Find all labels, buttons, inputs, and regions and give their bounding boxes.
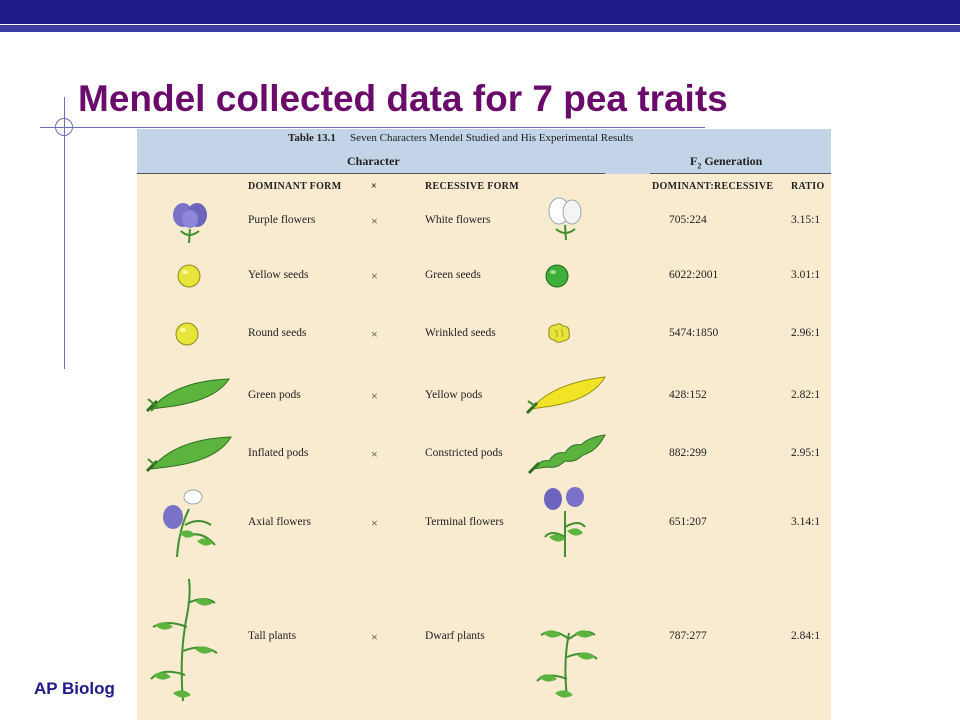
yellow-pod-icon	[525, 376, 606, 415]
cross-symbol: ×	[371, 389, 378, 403]
dominant-form: Round seeds	[248, 327, 307, 339]
recessive-form: Constricted pods	[425, 447, 503, 459]
white-flower-icon	[548, 197, 582, 241]
group-header-f2: F2 Generation	[690, 154, 763, 171]
dominant-recessive-count: 882:299	[669, 447, 707, 459]
dominant-recessive-count: 5474:1850	[669, 327, 719, 339]
table-caption: Table 13.1 Seven Characters Mendel Studi…	[137, 129, 831, 148]
constricted-pod-icon	[527, 434, 606, 475]
header-rule	[137, 173, 605, 174]
recessive-form: Wrinkled seeds	[425, 327, 496, 339]
cross-symbol: ×	[371, 214, 378, 228]
table-figure: Table 13.1 Seven Characters Mendel Studi…	[137, 129, 831, 720]
ratio-value: 2.82:1	[791, 389, 821, 401]
slide-footer: AP Biolog	[34, 679, 115, 698]
ratio-value: 3.15:1	[791, 214, 821, 226]
green-seed-icon	[545, 264, 569, 288]
dwarf-plant-icon	[536, 630, 598, 698]
ratio-value: 2.96:1	[791, 327, 821, 339]
round-seed-icon	[175, 322, 199, 346]
ratio-value: 3.01:1	[791, 269, 821, 281]
cross-symbol: ×	[371, 630, 378, 644]
recessive-form: Terminal flowers	[425, 516, 504, 528]
decorative-horizontal-line	[40, 127, 705, 128]
col-header-ratio: RATIO	[791, 181, 825, 192]
wrinkled-seed-icon	[548, 323, 570, 343]
dominant-form: Inflated pods	[248, 447, 309, 459]
dominant-recessive-count: 787:277	[669, 630, 707, 642]
recessive-form: Dwarf plants	[425, 630, 485, 642]
table-caption-text: Seven Characters Mendel Studied and His …	[350, 132, 634, 144]
cross-symbol: ×	[371, 269, 378, 283]
dominant-recessive-count: 705:224	[669, 214, 707, 226]
crosshair-icon	[55, 118, 73, 136]
dominant-form: Purple flowers	[248, 214, 316, 226]
axial-flower-icon	[163, 489, 216, 558]
col-header-dominant: DOMINANT FORM	[248, 181, 342, 192]
ratio-value: 3.14:1	[791, 516, 821, 528]
dominant-recessive-count: 6022:2001	[669, 269, 719, 281]
yellow-seed-icon	[177, 264, 201, 288]
dominant-form: Axial flowers	[248, 516, 311, 528]
top-banner-bar	[0, 0, 960, 24]
recessive-form: Yellow pods	[425, 389, 483, 401]
top-banner-stripe	[0, 25, 960, 32]
table-number: Table 13.1	[288, 132, 336, 144]
col-header-recessive: RECESSIVE FORM	[425, 181, 519, 192]
ratio-value: 2.84:1	[791, 630, 821, 642]
dominant-form: Tall plants	[248, 630, 297, 642]
dominant-recessive-count: 651:207	[669, 516, 707, 528]
col-header-dominant-recessive: DOMINANT:RECESSIVE	[652, 181, 774, 192]
dominant-recessive-count: 428:152	[669, 389, 707, 401]
cross-symbol: ×	[371, 327, 378, 341]
inflated-pod-icon	[145, 436, 232, 473]
recessive-form: White flowers	[425, 214, 491, 226]
cross-symbol: ×	[371, 516, 378, 530]
group-header-character: Character	[347, 154, 400, 168]
ratio-value: 2.95:1	[791, 447, 821, 459]
decorative-vertical-line	[64, 97, 65, 369]
tall-plant-icon	[150, 578, 218, 702]
slide-title: Mendel collected data for 7 pea traits	[78, 78, 728, 119]
purple-flower-icon	[173, 203, 207, 244]
dominant-form: Green pods	[248, 389, 301, 401]
green-pod-icon	[145, 378, 230, 413]
col-header-cross: ×	[371, 181, 377, 192]
terminal-flower-icon	[544, 487, 586, 557]
dominant-form: Yellow seeds	[248, 269, 309, 281]
cross-symbol: ×	[371, 447, 378, 461]
table-group-header: Character F2 Generation	[137, 148, 831, 174]
header-rule	[650, 173, 831, 174]
recessive-form: Green seeds	[425, 269, 481, 281]
